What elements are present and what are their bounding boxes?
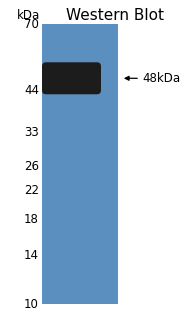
Text: 18: 18 (24, 213, 39, 226)
Text: 44: 44 (24, 84, 39, 97)
Text: 22: 22 (24, 184, 39, 197)
Text: 26: 26 (24, 160, 39, 173)
Text: Western Blot: Western Blot (66, 8, 164, 23)
Text: 14: 14 (24, 249, 39, 262)
Bar (42, 24, 118, 304)
Text: 70: 70 (24, 18, 39, 31)
Text: kDa: kDa (17, 9, 40, 22)
FancyBboxPatch shape (42, 62, 101, 94)
Text: 48kDa: 48kDa (142, 72, 180, 85)
Text: 10: 10 (24, 298, 39, 309)
Text: 33: 33 (24, 126, 39, 139)
